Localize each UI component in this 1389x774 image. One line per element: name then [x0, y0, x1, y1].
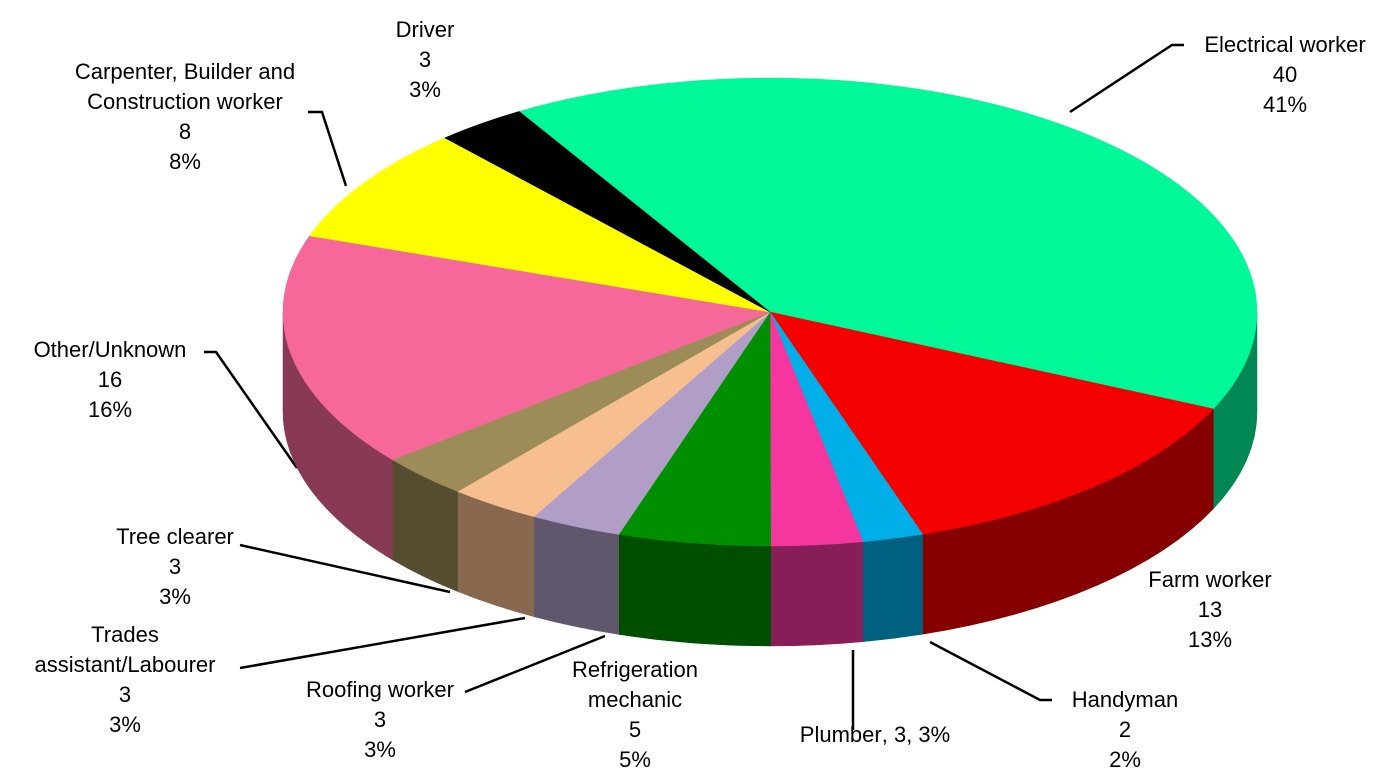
slice — [618, 311, 772, 547]
label-percent: 3% — [159, 584, 191, 609]
slice-side — [533, 516, 620, 635]
label-value: 16 — [97, 367, 123, 392]
slice-sides — [282, 311, 1258, 647]
data-label: Roofing worker 3 3% — [280, 675, 480, 765]
label-name: Carpenter, Builder and Construction work… — [74, 59, 296, 114]
slice — [518, 77, 1258, 410]
label-value: 3 — [168, 554, 182, 579]
label-value: 3 — [893, 722, 907, 747]
label-value: 5 — [628, 717, 642, 742]
slice-side — [862, 533, 923, 642]
label-value: 13 — [1197, 597, 1223, 622]
label-name: Electrical worker — [1204, 32, 1366, 57]
slice — [769, 311, 1214, 535]
label-percent: 2% — [1109, 747, 1141, 772]
leader-line — [204, 350, 299, 469]
label-name: Handyman — [1071, 687, 1179, 712]
label-separator: , — [881, 722, 894, 747]
label-name: Driver — [395, 17, 455, 42]
slice — [309, 137, 771, 313]
leader-line — [308, 110, 348, 187]
label-name: Other/Unknown — [33, 337, 187, 362]
data-label: Tree clearer 3 3% — [75, 522, 275, 612]
label-name: Farm worker — [1148, 567, 1272, 592]
label-value: 40 — [1272, 62, 1298, 87]
data-label: Trades assistant/Labourer 3 3% — [5, 620, 245, 740]
leader-lines — [204, 43, 1184, 730]
label-percent: 3% — [364, 737, 396, 762]
leader-line — [239, 543, 451, 594]
leader-line — [464, 634, 606, 694]
label-percent: 16% — [87, 397, 133, 422]
label-name: Plumber — [799, 722, 882, 747]
label-value: 3 — [118, 682, 132, 707]
data-label: Other/Unknown 16 16% — [0, 335, 220, 425]
label-value: 3 — [373, 707, 387, 732]
label-value: 2 — [1118, 717, 1132, 742]
data-label: Handyman 2 2% — [1045, 685, 1205, 774]
slice — [444, 111, 771, 313]
label-percent: 13% — [1187, 627, 1233, 652]
leader-line — [929, 640, 1052, 702]
slice-side — [770, 541, 864, 647]
label-name: Tree clearer — [116, 524, 234, 549]
data-label: Plumber, 3, 3% — [745, 720, 1005, 750]
data-label: Farm worker 13 13% — [1130, 565, 1290, 655]
label-name: Trades assistant/Labourer — [34, 622, 216, 677]
data-label: Carpenter, Builder and Construction work… — [35, 57, 335, 177]
data-label: Electrical worker 40 41% — [1170, 30, 1389, 120]
data-label: Driver 3 3% — [365, 15, 485, 105]
label-percent: 41% — [1262, 92, 1308, 117]
slice — [282, 235, 771, 461]
slice-side — [618, 534, 772, 647]
label-percent: 5% — [619, 747, 651, 772]
label-name: Refrigeration mechanic — [572, 657, 698, 712]
label-separator: , — [906, 722, 919, 747]
leader-line — [1069, 43, 1184, 114]
slice-tops — [282, 77, 1258, 547]
label-name: Roofing worker — [306, 677, 454, 702]
leader-line — [239, 616, 526, 670]
label-percent: 3% — [109, 712, 141, 737]
data-label: Refrigeration mechanic 5 5% — [555, 655, 715, 774]
label-percent: 3% — [409, 77, 441, 102]
label-percent: 3% — [918, 722, 951, 747]
label-value: 3 — [418, 47, 432, 72]
label-percent: 8% — [169, 149, 201, 174]
label-value: 8 — [178, 119, 192, 144]
